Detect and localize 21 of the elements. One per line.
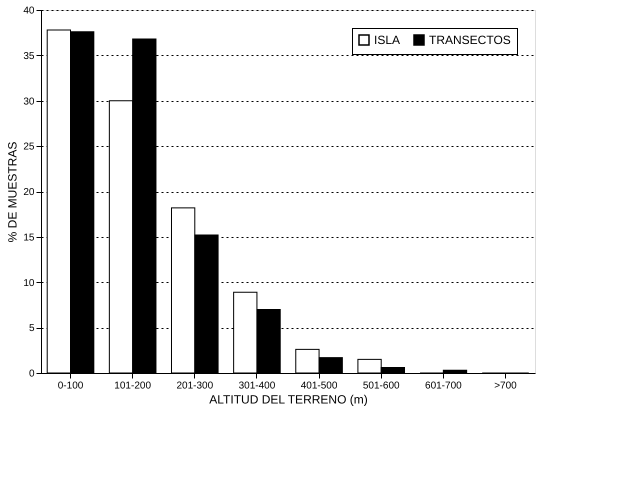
y-axis-title: % DE MUESTRAS (5, 142, 20, 242)
x-tick-label: 401-500 (300, 380, 338, 392)
legend-label: ISLA (374, 33, 400, 47)
x-tick-label: 501-600 (362, 380, 400, 392)
x-axis-title: ALTITUD DEL TERRENO (m) (209, 392, 368, 406)
y-tick-label: 0 (28, 368, 35, 380)
y-tick-label: 40 (23, 6, 35, 16)
x-tick-label: >700 (494, 380, 518, 392)
y-tick-label: 20 (23, 187, 35, 198)
y-tick-label: 25 (23, 142, 35, 153)
x-tick-label: 601-700 (424, 380, 462, 392)
x-tick-label: 301-400 (238, 380, 276, 392)
y-tick-label: 5 (28, 323, 35, 334)
x-tick-label: 201-300 (176, 380, 214, 392)
y-tick-label: 35 (23, 50, 35, 62)
y-tick-label: 15 (23, 232, 35, 244)
legend-label: TRANSECTOS (429, 33, 511, 47)
x-tick-label: 0-100 (58, 380, 84, 392)
y-tick-label: 10 (23, 278, 35, 289)
x-tick-label: 101-200 (114, 380, 152, 392)
y-tick-label: 30 (23, 96, 35, 108)
